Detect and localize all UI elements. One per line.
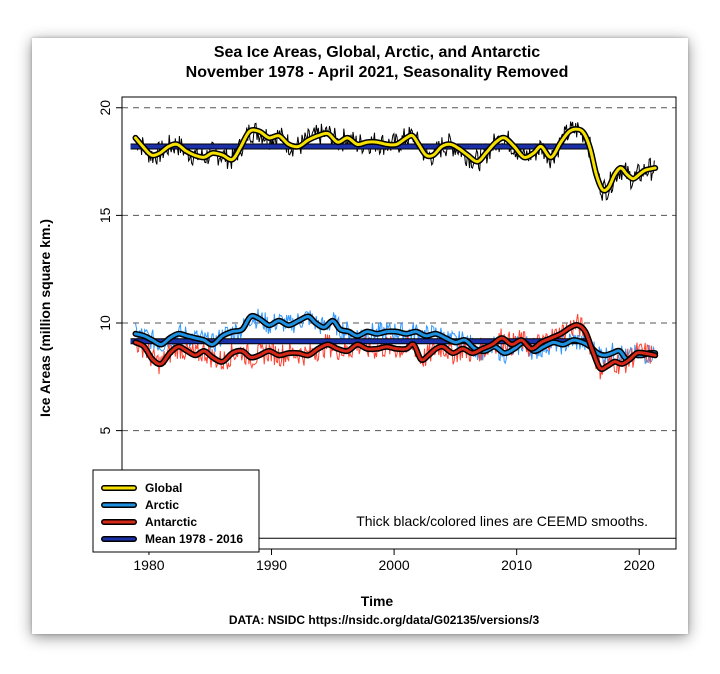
sea-ice-chart: Sea Ice Areas, Global, Arctic, and Antar… xyxy=(37,44,677,627)
smooth-line-global xyxy=(134,127,657,192)
x-tick-label-1980: 1980 xyxy=(133,557,164,573)
x-tick-label-2010: 2010 xyxy=(501,557,532,573)
legend-label-antarctic: Antarctic xyxy=(145,515,197,529)
x-tick-label-2020: 2020 xyxy=(624,557,655,573)
y-tick-label-20: 20 xyxy=(97,100,113,116)
x-tick-label-2000: 2000 xyxy=(379,557,410,573)
data-source: DATA: NSIDC https://nsidc.org/data/G0213… xyxy=(229,613,540,627)
x-axis-title: Time xyxy=(361,593,394,609)
y-tick-label-15: 15 xyxy=(97,207,113,223)
x-tick-label-1990: 1990 xyxy=(256,557,287,573)
raw-line-global xyxy=(135,121,655,201)
legend-label-mean: Mean 1978 - 2016 xyxy=(145,532,243,546)
y-tick-label-10: 10 xyxy=(97,315,113,331)
y-axis-title: Ice Areas (million square km.) xyxy=(37,219,53,417)
smooth-note: Thick black/colored lines are CEEMD smoo… xyxy=(356,513,648,529)
legend-label-global: Global xyxy=(145,481,182,495)
gridlines xyxy=(122,107,676,539)
mean-lines xyxy=(130,143,591,345)
smooth-line-arctic xyxy=(134,314,657,362)
chart-card: Sea Ice Areas, Global, Arctic, and Antar… xyxy=(32,38,688,634)
legend-label-arctic: Arctic xyxy=(145,498,179,512)
chart-subtitle: November 1978 - April 2021, Seasonality … xyxy=(186,64,569,81)
y-tick-label-5: 5 xyxy=(97,427,113,435)
chart-title: Sea Ice Areas, Global, Arctic, and Antar… xyxy=(214,44,540,61)
legend: Global Arctic Antarctic Mean 1978 - 2016 xyxy=(92,469,260,553)
smooth-line-antarctic xyxy=(134,323,657,371)
x-axis-ticks: 1980 1990 2000 2010 2020 xyxy=(133,549,655,573)
smoothed-series xyxy=(132,126,659,373)
